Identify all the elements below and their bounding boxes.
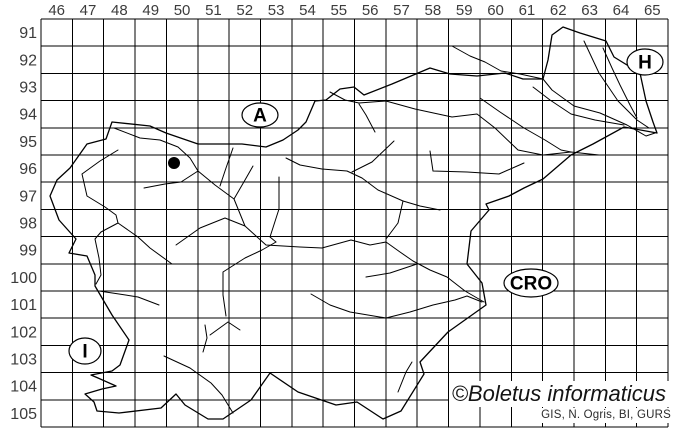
river-vipava xyxy=(98,290,160,306)
river-ledava xyxy=(583,40,650,129)
col-label-63: 63 xyxy=(581,2,598,19)
river-sora xyxy=(175,217,246,246)
river-meza xyxy=(329,91,360,104)
row-label-97: 97 xyxy=(19,188,37,205)
row-label-91: 91 xyxy=(19,25,37,42)
river-savinja xyxy=(285,157,404,240)
river-reka xyxy=(163,355,234,414)
river-ljubljanica xyxy=(222,241,277,317)
river-drava xyxy=(358,100,600,156)
row-label-95: 95 xyxy=(19,134,37,151)
row-label-93: 93 xyxy=(19,80,37,97)
row-label-99: 99 xyxy=(19,243,37,260)
country-label-croatia: CRO xyxy=(510,274,552,295)
row-label-98: 98 xyxy=(19,216,37,233)
river-mirna xyxy=(365,263,418,278)
row-label-105: 105 xyxy=(10,406,37,423)
river-mislinja xyxy=(358,103,376,133)
country-oval-hungary xyxy=(626,48,664,76)
river-pesnica xyxy=(479,97,572,153)
river-soca xyxy=(81,149,119,285)
country-label-hungary: H xyxy=(638,53,652,74)
river-krka xyxy=(310,293,483,319)
copyright-label: ©Boletus informaticus xyxy=(448,381,669,407)
grid-lines xyxy=(40,18,669,428)
river-krka-goricko xyxy=(602,47,638,119)
col-label-65: 65 xyxy=(644,2,661,19)
record-dot xyxy=(168,157,180,169)
country-labels: A H CRO I xyxy=(68,48,664,365)
col-label-47: 47 xyxy=(80,2,97,19)
col-label-51: 51 xyxy=(205,2,222,19)
river-lahinja xyxy=(397,361,413,393)
col-label-46: 46 xyxy=(48,2,65,19)
row-label-100: 100 xyxy=(10,270,37,287)
river-sava-dolinka xyxy=(113,127,199,172)
river-voglajna xyxy=(402,200,441,211)
col-label-54: 54 xyxy=(299,2,316,19)
river-dravinja xyxy=(429,150,525,175)
row-label-94: 94 xyxy=(19,107,37,124)
col-label-55: 55 xyxy=(330,2,347,19)
country-oval-croatia xyxy=(503,268,559,298)
col-label-59: 59 xyxy=(456,2,473,19)
col-label-52: 52 xyxy=(236,2,253,19)
col-label-48: 48 xyxy=(111,2,128,19)
country-label-italy: I xyxy=(82,342,87,363)
row-label-92: 92 xyxy=(19,52,37,69)
river-kokra xyxy=(233,165,254,200)
river-sava xyxy=(197,170,485,303)
col-label-62: 62 xyxy=(550,2,567,19)
row-label-104: 104 xyxy=(10,379,37,396)
col-label-61: 61 xyxy=(519,2,536,19)
col-label-57: 57 xyxy=(393,2,410,19)
map-features xyxy=(49,26,658,420)
col-label-58: 58 xyxy=(425,2,442,19)
col-label-53: 53 xyxy=(268,2,285,19)
row-label-102: 102 xyxy=(10,324,37,341)
col-label-49: 49 xyxy=(142,2,159,19)
row-label-103: 103 xyxy=(10,352,37,369)
col-label-56: 56 xyxy=(362,2,379,19)
river-paka xyxy=(351,140,395,173)
river-scavnica xyxy=(532,86,625,126)
col-label-64: 64 xyxy=(613,2,630,19)
attribution-label: GIS, N. Ogris, BI, GURS xyxy=(539,408,673,423)
river-sava-bohinjka xyxy=(143,170,199,189)
river-rak xyxy=(209,321,241,336)
river-kamniska-bistrica xyxy=(269,176,280,243)
row-label-101: 101 xyxy=(10,297,37,314)
country-border-slovenia xyxy=(49,26,658,420)
row-label-96: 96 xyxy=(19,161,37,178)
river-trziska-bistrica xyxy=(219,147,234,187)
country-oval-italy xyxy=(68,337,102,365)
country-label-austria: A xyxy=(253,106,267,127)
river-pivka xyxy=(202,324,208,353)
river-idrijca xyxy=(117,222,173,265)
col-label-50: 50 xyxy=(174,2,191,19)
col-label-60: 60 xyxy=(487,2,504,19)
grid-tick-labels: 46 47 48 49 50 51 52 53 54 55 56 57 58 59 60 61 62 63 64 65… xyxy=(10,2,660,423)
country-oval-austria xyxy=(241,102,279,128)
river-mura xyxy=(451,45,656,137)
